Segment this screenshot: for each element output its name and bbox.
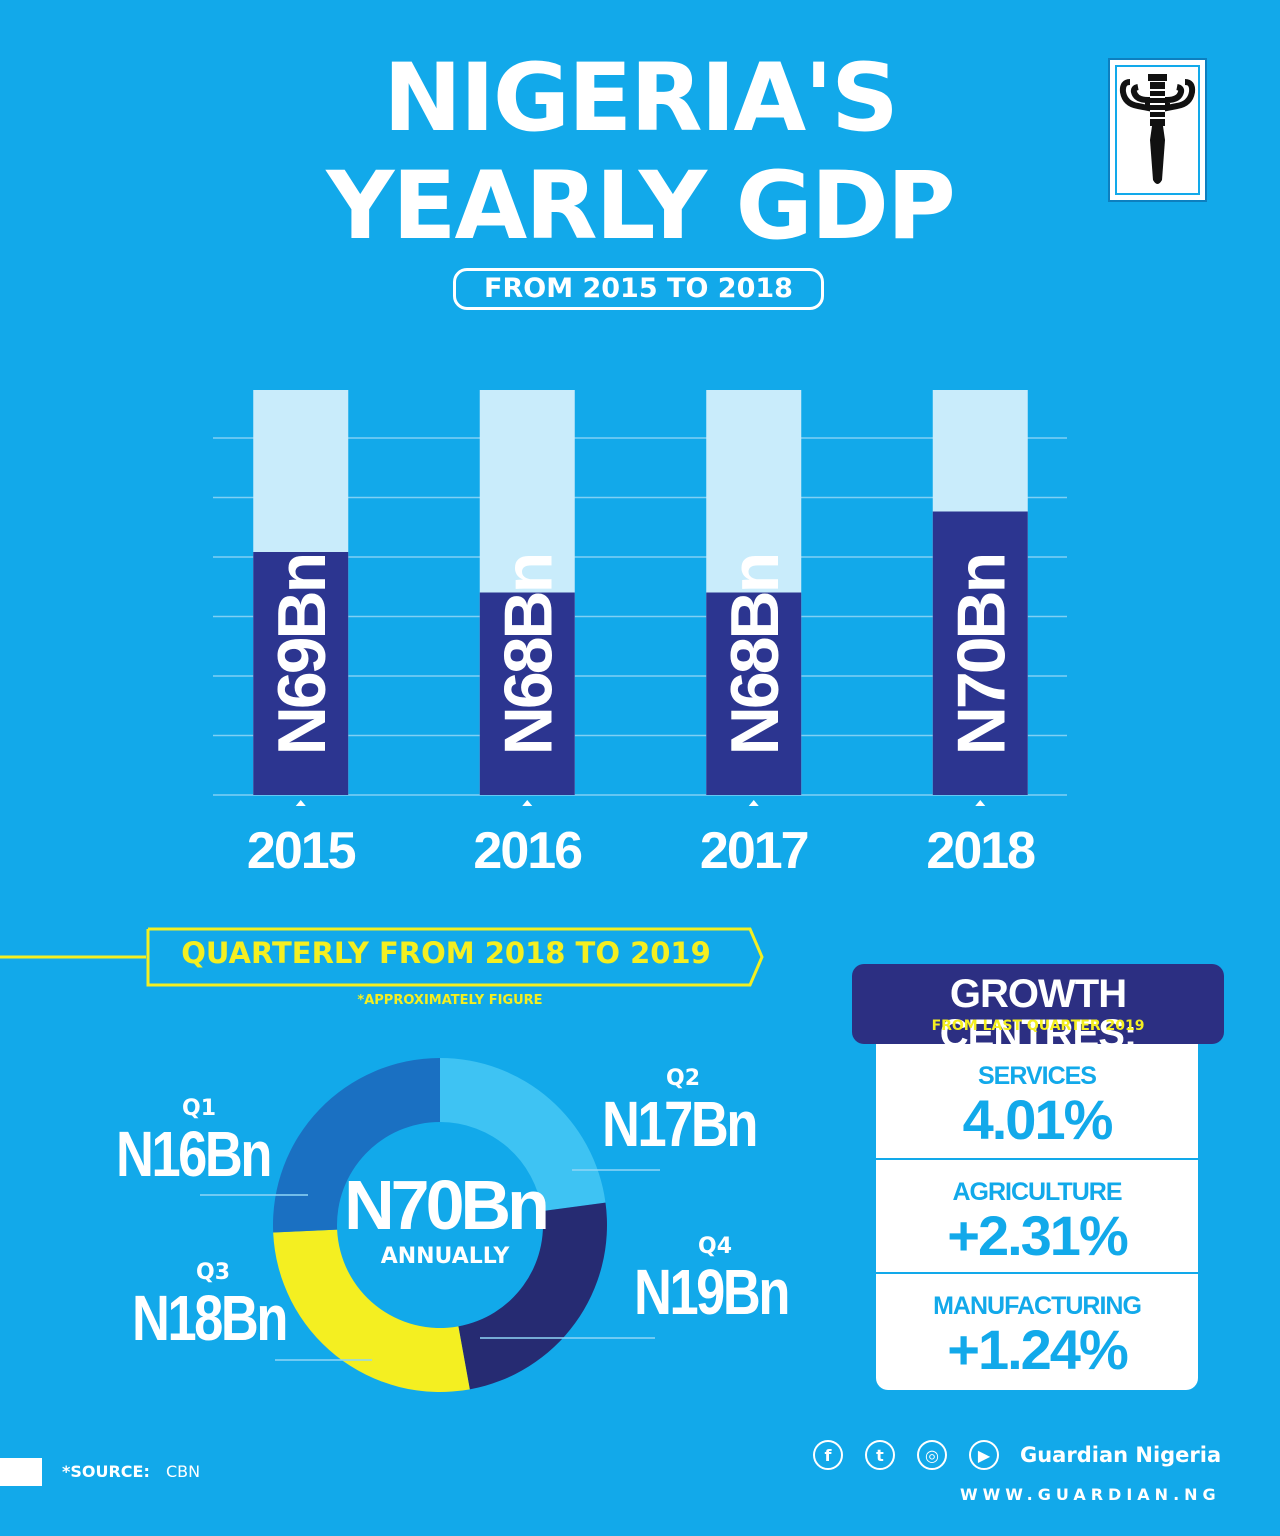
donut-center-sub: ANNUALLY xyxy=(380,1244,510,1269)
growth-centres-card: SERVICES 4.01% AGRICULTURE +2.31% MANUFA… xyxy=(876,1044,1198,1390)
growth-row-services: SERVICES 4.01% xyxy=(876,1044,1198,1156)
yearly-gdp-bar-chart: N69Bn 2015 N68Bn 2016 N68Bn 2017 N70Bn 2018 xyxy=(213,390,1067,880)
tick-caret xyxy=(522,800,533,806)
bar-value-label: N69Bn xyxy=(264,555,340,755)
title-line-2: YEARLY GDP xyxy=(326,152,956,261)
growth-row-agriculture: AGRICULTURE +2.31% xyxy=(876,1158,1198,1272)
tick-caret xyxy=(975,800,986,806)
bar-value-label: N70Bn xyxy=(943,555,1019,755)
growth-sector-label: MANUFACTURING xyxy=(933,1292,1142,1320)
bar xyxy=(253,552,349,795)
title-line-1: NIGERIA'S xyxy=(383,44,899,153)
growth-centres-subtitle: FROM LAST QUARTER 2019 xyxy=(931,1018,1145,1034)
q4-value: N19Bn xyxy=(634,1256,790,1328)
approximate-note: *APPROXIMATELY FIGURE xyxy=(357,993,543,1008)
q2-value: N17Bn xyxy=(602,1088,758,1160)
q4-label: Q4 xyxy=(698,1234,733,1259)
growth-sector-value: +1.24% xyxy=(947,1318,1129,1381)
brand-url[interactable]: WWW.GUARDIAN.NG xyxy=(960,1485,1221,1504)
source-label: *SOURCE: xyxy=(62,1462,150,1481)
bar xyxy=(706,592,802,795)
tick-caret xyxy=(295,800,306,806)
growth-sector-label: SERVICES xyxy=(978,1062,1097,1090)
bar xyxy=(479,592,575,795)
q3-value: N18Bn xyxy=(132,1282,288,1354)
donut-slice-q4 xyxy=(273,1229,470,1392)
source-value: CBN xyxy=(166,1462,201,1481)
donut-slice-q2 xyxy=(458,1202,607,1390)
source-marker xyxy=(0,1458,42,1486)
tick-caret xyxy=(748,800,759,806)
growth-sector-label: AGRICULTURE xyxy=(952,1178,1122,1206)
donut-slice-q1 xyxy=(440,1058,606,1212)
guardian-logo-icon xyxy=(1108,58,1207,202)
twitter-icon[interactable]: t xyxy=(865,1440,895,1470)
q1-value: N16Bn xyxy=(116,1118,272,1190)
donut-slice-q3 xyxy=(273,1058,440,1233)
q1-label: Q1 xyxy=(182,1096,217,1121)
donut-center-total: N70Bn xyxy=(344,1166,550,1244)
q3-label: Q3 xyxy=(196,1260,231,1285)
x-tick-label: 2015 xyxy=(247,822,356,880)
growth-sector-value: 4.01% xyxy=(962,1088,1114,1151)
x-tick-label: 2018 xyxy=(926,822,1035,880)
quarterly-title: QUARTERLY FROM 2018 TO 2019 xyxy=(181,936,711,970)
youtube-icon[interactable]: ▶ xyxy=(969,1440,999,1470)
bar-value-label: N68Bn xyxy=(490,555,566,755)
bar-value-label: N68Bn xyxy=(717,555,793,755)
bar xyxy=(932,511,1028,795)
q2-label: Q2 xyxy=(666,1066,701,1091)
subtitle-pill: FROM 2015 TO 2018 xyxy=(453,268,824,310)
quarterly-donut-chart xyxy=(200,1058,660,1392)
brand-name[interactable]: Guardian Nigeria xyxy=(1020,1443,1222,1467)
guardian-logo-icon-svg xyxy=(1119,74,1196,184)
growth-sector-value: +2.31% xyxy=(947,1204,1129,1267)
quarterly-banner-frame xyxy=(0,927,764,987)
x-tick-label: 2017 xyxy=(700,822,808,880)
growth-row-manufacturing: MANUFACTURING +1.24% xyxy=(876,1272,1198,1386)
instagram-icon[interactable]: ◎ xyxy=(917,1440,947,1470)
growth-centres-header: GROWTH CENTRES: FROM LAST QUARTER 2019 xyxy=(852,964,1224,1054)
x-tick-label: 2016 xyxy=(473,822,582,880)
facebook-icon[interactable]: f xyxy=(813,1440,843,1470)
growth-centres-title: GROWTH CENTRES: xyxy=(939,972,1137,1056)
